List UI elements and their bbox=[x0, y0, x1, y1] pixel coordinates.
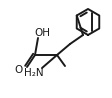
Text: H₂N: H₂N bbox=[24, 68, 44, 78]
Text: OH: OH bbox=[34, 28, 50, 38]
Text: O: O bbox=[14, 65, 22, 75]
